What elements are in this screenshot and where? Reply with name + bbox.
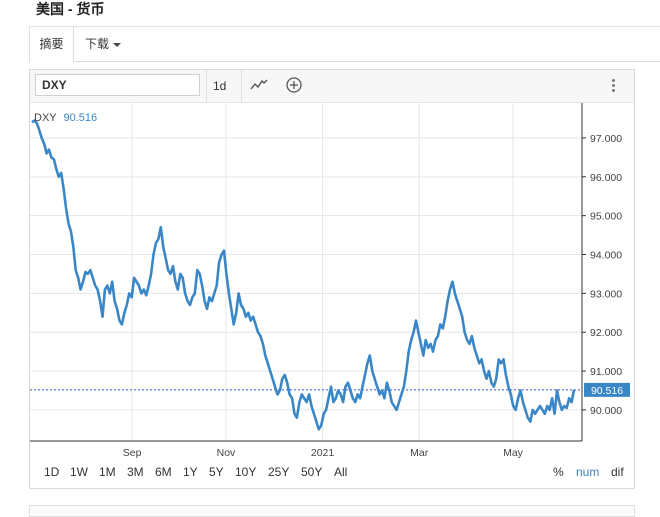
symbol-input[interactable] bbox=[35, 74, 200, 96]
bottom-panel bbox=[29, 505, 635, 517]
y-tick-label: 95.000 bbox=[590, 211, 622, 223]
range-5y[interactable]: 5Y bbox=[209, 465, 224, 479]
series-line-dxy bbox=[31, 119, 576, 431]
tab-bar: 摘要 下载 bbox=[29, 26, 660, 62]
x-tick-label: Mar bbox=[410, 447, 429, 459]
range-all[interactable]: All bbox=[334, 465, 348, 479]
mode-num[interactable]: num bbox=[576, 465, 600, 479]
range-10y[interactable]: 10Y bbox=[235, 465, 257, 479]
y-tick-label: 96.000 bbox=[590, 172, 622, 184]
toolbar-divider bbox=[241, 70, 242, 102]
chart-panel: 1d 97.00096.00095.00094.00093.00092.0009… bbox=[29, 69, 635, 489]
tab-summary-label: 摘要 bbox=[39, 37, 64, 51]
y-tick-label: 91.000 bbox=[590, 366, 622, 378]
legend-symbol: DXY bbox=[34, 112, 57, 124]
tab-download-label: 下载 bbox=[85, 37, 110, 51]
mode-percent[interactable]: % bbox=[553, 465, 564, 479]
y-tick-label: 97.000 bbox=[590, 133, 622, 145]
y-axis: 97.000 96.000 95.000 94.000 93.000 92.000 91.0… bbox=[582, 133, 622, 417]
last-value-badge-text: 90.516 bbox=[591, 385, 623, 397]
series-legend: DXY 90.516 bbox=[34, 112, 97, 124]
more-vertical-icon[interactable] bbox=[606, 78, 620, 96]
price-chart[interactable]: 97.000 96.000 95.000 94.000 93.000 92.000 91.0… bbox=[30, 103, 634, 463]
caret-down-icon bbox=[113, 42, 122, 47]
x-tick-label: May bbox=[503, 447, 524, 459]
range-selector: 1D 1W 1M 3M 6M 1Y 5Y 10Y 25Y 50Y All % n… bbox=[30, 465, 634, 485]
x-tick-label: Sep bbox=[123, 447, 142, 459]
add-circle-icon[interactable] bbox=[285, 76, 303, 94]
range-3m[interactable]: 3M bbox=[127, 465, 144, 479]
range-1d[interactable]: 1D bbox=[44, 465, 60, 479]
x-tick-label: 2021 bbox=[311, 447, 335, 459]
page-title: 美国 - 货币 bbox=[36, 1, 105, 17]
x-tick-label: Nov bbox=[217, 447, 236, 459]
x-axis: Sep Nov 2021 Mar May bbox=[123, 447, 524, 459]
y-tick-label: 94.000 bbox=[590, 250, 622, 262]
range-1m[interactable]: 1M bbox=[99, 465, 116, 479]
y-tick-label: 90.000 bbox=[590, 405, 622, 417]
last-value-badge: 90.516 bbox=[584, 382, 630, 397]
range-50y[interactable]: 50Y bbox=[301, 465, 323, 479]
y-tick-label: 93.000 bbox=[590, 288, 622, 300]
tab-download[interactable]: 下载 bbox=[85, 27, 122, 61]
legend-value: 90.516 bbox=[63, 112, 97, 124]
range-6m[interactable]: 6M bbox=[155, 465, 172, 479]
toolbar-divider bbox=[206, 70, 207, 102]
interval-button[interactable]: 1d bbox=[213, 79, 227, 93]
y-tick-label: 92.000 bbox=[590, 327, 622, 339]
line-chart-icon[interactable] bbox=[250, 77, 268, 93]
range-1w[interactable]: 1W bbox=[70, 465, 88, 479]
mode-dif[interactable]: dif bbox=[611, 465, 624, 479]
chart-toolbar: 1d bbox=[30, 70, 634, 103]
tab-summary[interactable]: 摘要 bbox=[29, 27, 74, 62]
range-1y[interactable]: 1Y bbox=[183, 465, 198, 479]
range-25y[interactable]: 25Y bbox=[268, 465, 290, 479]
